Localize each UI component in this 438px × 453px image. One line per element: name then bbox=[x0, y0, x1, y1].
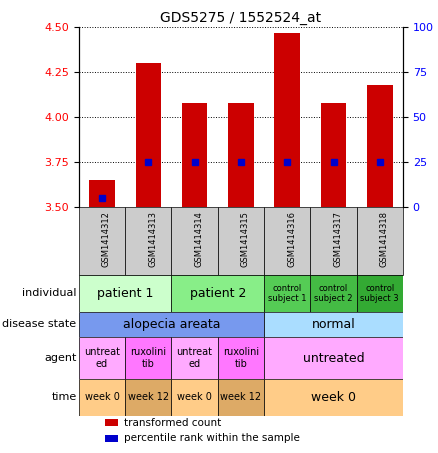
Text: GSM1414313: GSM1414313 bbox=[148, 211, 157, 267]
Bar bbox=[125, 379, 171, 416]
Text: GSM1414315: GSM1414315 bbox=[241, 211, 250, 267]
Text: week 12: week 12 bbox=[220, 392, 261, 402]
Title: GDS5275 / 1552524_at: GDS5275 / 1552524_at bbox=[160, 11, 321, 25]
Text: GSM1414314: GSM1414314 bbox=[194, 211, 204, 267]
Bar bbox=[218, 337, 264, 379]
Bar bbox=[171, 337, 218, 379]
Text: disease state: disease state bbox=[2, 319, 77, 329]
Text: GSM1414316: GSM1414316 bbox=[287, 211, 296, 267]
Bar bbox=[105, 434, 118, 442]
Bar bbox=[264, 275, 311, 312]
Bar bbox=[275, 33, 300, 207]
Bar bbox=[357, 207, 403, 275]
Text: GSM1414312: GSM1414312 bbox=[102, 211, 111, 267]
Bar bbox=[218, 379, 264, 416]
Bar bbox=[136, 63, 161, 207]
Bar bbox=[79, 379, 125, 416]
Bar bbox=[171, 207, 218, 275]
Text: GSM1414317: GSM1414317 bbox=[333, 211, 343, 267]
Text: time: time bbox=[51, 392, 77, 402]
Bar bbox=[218, 207, 264, 275]
Bar bbox=[357, 275, 403, 312]
Text: week 0: week 0 bbox=[85, 392, 120, 402]
Text: individual: individual bbox=[22, 288, 77, 298]
Text: control
subject 1: control subject 1 bbox=[268, 284, 307, 303]
Bar bbox=[321, 103, 346, 207]
Bar bbox=[171, 379, 218, 416]
Bar bbox=[79, 312, 264, 337]
Text: week 0: week 0 bbox=[311, 391, 356, 404]
Text: ruxolini
tib: ruxolini tib bbox=[130, 347, 166, 369]
Bar bbox=[311, 207, 357, 275]
Bar bbox=[182, 103, 207, 207]
Bar bbox=[105, 419, 118, 426]
Bar bbox=[79, 207, 125, 275]
Text: agent: agent bbox=[44, 353, 77, 363]
Text: control
subject 3: control subject 3 bbox=[360, 284, 399, 303]
Text: normal: normal bbox=[311, 318, 355, 331]
Text: GSM1414318: GSM1414318 bbox=[380, 211, 389, 267]
Text: patient 2: patient 2 bbox=[190, 287, 246, 300]
Text: untreat
ed: untreat ed bbox=[84, 347, 120, 369]
Text: untreated: untreated bbox=[303, 352, 364, 365]
Bar bbox=[367, 85, 392, 207]
Text: ruxolini
tib: ruxolini tib bbox=[223, 347, 259, 369]
Bar bbox=[264, 337, 403, 379]
Bar bbox=[125, 337, 171, 379]
Text: patient 1: patient 1 bbox=[97, 287, 153, 300]
Bar bbox=[79, 337, 125, 379]
Text: percentile rank within the sample: percentile rank within the sample bbox=[124, 433, 300, 443]
Bar bbox=[228, 103, 254, 207]
Text: alopecia areata: alopecia areata bbox=[123, 318, 220, 331]
Text: transformed count: transformed count bbox=[124, 418, 222, 428]
Bar bbox=[311, 275, 357, 312]
Text: week 0: week 0 bbox=[177, 392, 212, 402]
Text: week 12: week 12 bbox=[128, 392, 169, 402]
Bar bbox=[125, 207, 171, 275]
Text: control
subject 2: control subject 2 bbox=[314, 284, 353, 303]
Bar bbox=[79, 275, 171, 312]
Bar bbox=[171, 275, 264, 312]
Bar bbox=[264, 312, 403, 337]
Bar bbox=[264, 379, 403, 416]
Bar bbox=[89, 180, 115, 207]
Bar bbox=[264, 207, 311, 275]
Text: untreat
ed: untreat ed bbox=[177, 347, 212, 369]
